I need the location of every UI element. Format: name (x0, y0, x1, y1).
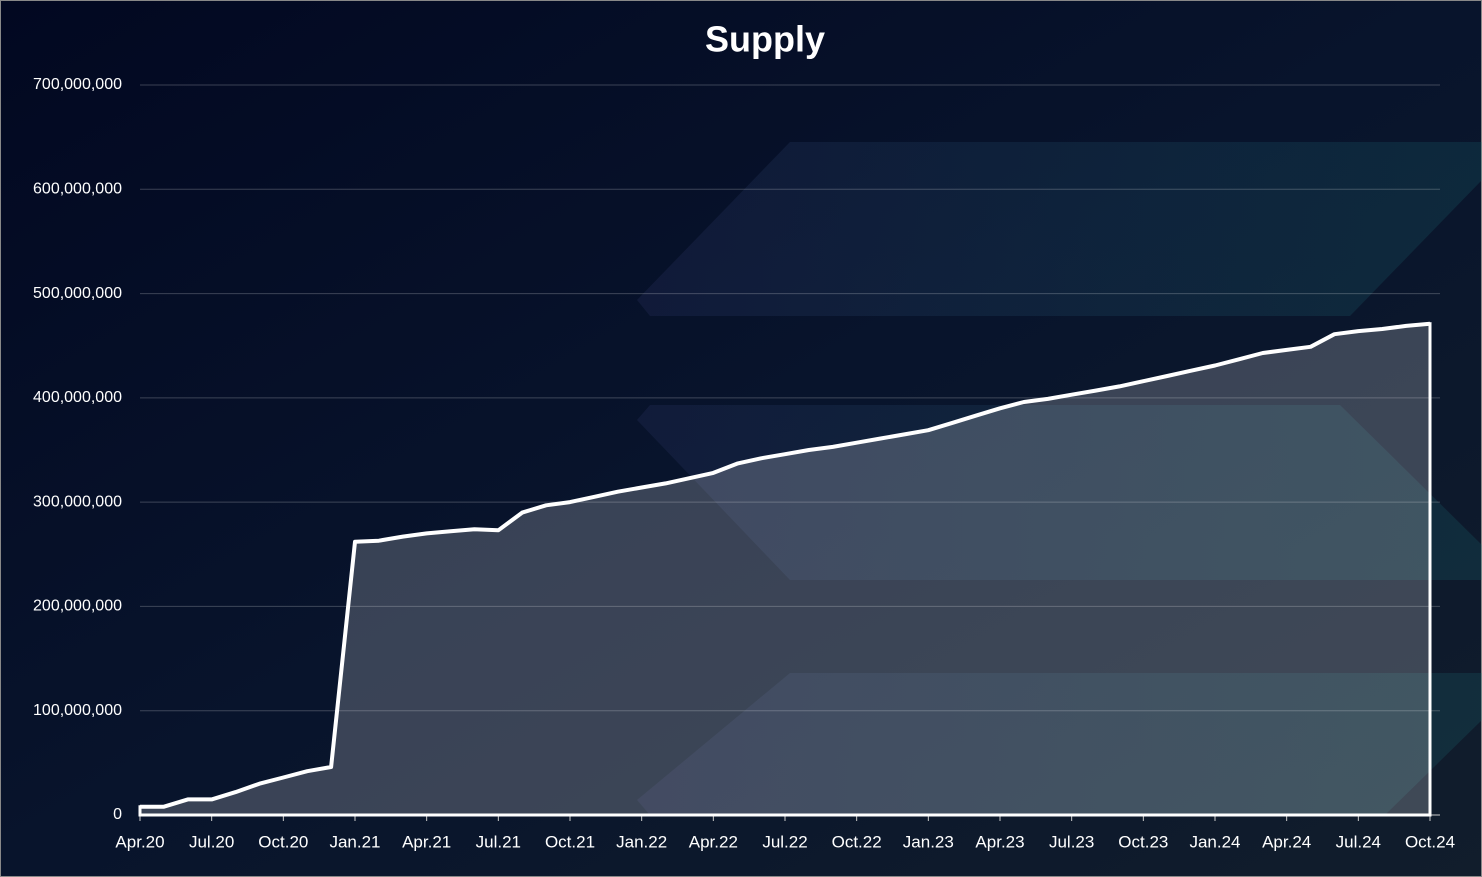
y-tick-label: 0 (113, 806, 122, 823)
y-tick-label: 500,000,000 (33, 285, 122, 302)
x-tick-label: Oct.23 (1118, 832, 1168, 851)
x-tick-label: Apr.21 (402, 832, 451, 851)
y-tick-label: 100,000,000 (33, 702, 122, 719)
plot-area: 0 100,000,000 200,000,000 300,000,000 400,00… (33, 76, 1455, 851)
x-tick-label: Oct.21 (545, 832, 595, 851)
y-tick-label: 400,000,000 (33, 389, 122, 406)
logo-bar (637, 142, 1482, 316)
x-tick-label: Apr.22 (689, 832, 738, 851)
logo-bar (637, 673, 1482, 815)
x-tick-label: Jul.23 (1049, 832, 1094, 851)
x-tick-label: Apr.20 (115, 832, 164, 851)
x-tick-label: Apr.24 (1262, 832, 1311, 851)
logo-decoration (637, 142, 1482, 815)
y-tick-label: 700,000,000 (33, 76, 122, 93)
x-tick-label: Jan.23 (903, 832, 954, 851)
x-tick-label: Jul.20 (189, 832, 234, 851)
x-tick-label: Jul.24 (1336, 832, 1381, 851)
logo-bar (637, 405, 1482, 580)
x-tick-label: Oct.20 (258, 832, 308, 851)
x-tick-label: Oct.24 (1405, 832, 1455, 851)
line (140, 321, 1431, 809)
y-tick-label: 300,000,000 (33, 493, 122, 510)
y-tick-label: 200,000,000 (33, 598, 122, 615)
x-tick-label: Oct.22 (832, 832, 882, 851)
x-tick-label: Jul.21 (476, 832, 521, 851)
x-tick-label: Jan.21 (329, 832, 380, 851)
chart-title: Supply (705, 19, 825, 60)
y-tick-label: 600,000,000 (33, 181, 122, 198)
x-tick-label: Jul.22 (762, 832, 807, 851)
x-tick-label: Jan.22 (616, 832, 667, 851)
x-tick-label: Apr.23 (975, 832, 1024, 851)
x-tick-label: Jan.24 (1189, 832, 1240, 851)
